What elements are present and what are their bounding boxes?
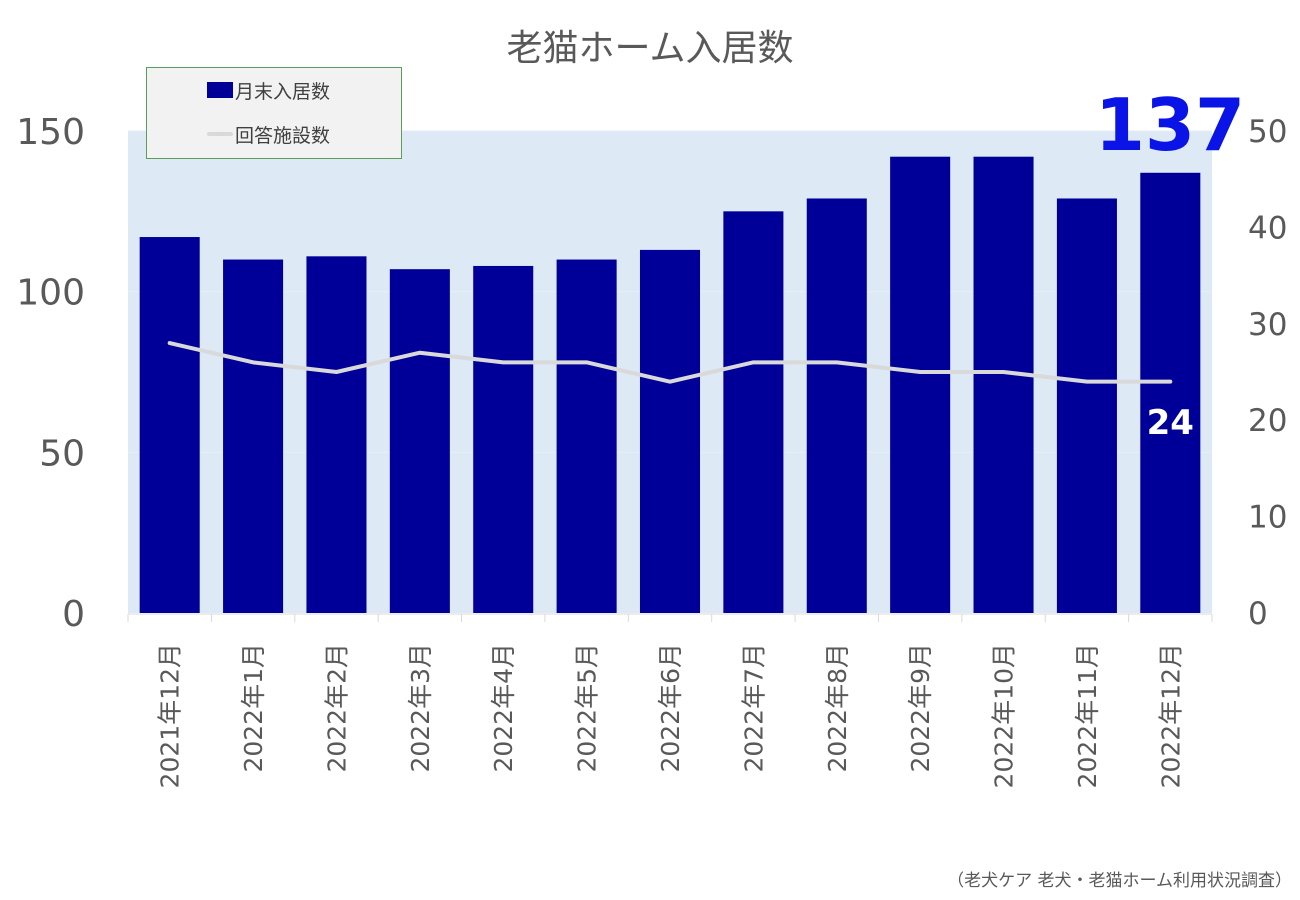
right-tick-label: 0 bbox=[1248, 596, 1268, 632]
bar bbox=[473, 265, 534, 613]
x-tick-label: 2022年12月 bbox=[1156, 643, 1185, 788]
x-tick-label: 2022年8月 bbox=[823, 643, 852, 773]
bar bbox=[389, 269, 450, 613]
left-tick-label: 100 bbox=[16, 273, 85, 314]
bar bbox=[723, 211, 784, 614]
bar bbox=[1056, 198, 1117, 614]
bar-series bbox=[139, 156, 1201, 614]
bar bbox=[639, 249, 701, 614]
right-tick-label: 40 bbox=[1248, 210, 1287, 246]
legend-line-swatch bbox=[207, 132, 233, 136]
source-note: （老犬ケア 老犬・老猫ホーム利用状況調査） bbox=[947, 871, 1292, 891]
legend-bar-swatch bbox=[207, 82, 233, 98]
left-tick-label: 150 bbox=[16, 112, 85, 153]
bar bbox=[973, 156, 1034, 613]
x-tick-label: 2022年11月 bbox=[1073, 643, 1102, 788]
bar bbox=[1140, 172, 1201, 614]
x-tick-label: 2022年1月 bbox=[239, 643, 268, 773]
bar bbox=[306, 256, 367, 613]
x-tick-label: 2022年10月 bbox=[990, 643, 1019, 788]
x-tick-label: 2022年6月 bbox=[656, 643, 685, 773]
x-tick-label: 2021年12月 bbox=[156, 643, 185, 788]
bar bbox=[139, 237, 200, 614]
x-tick-label: 2022年9月 bbox=[906, 643, 935, 773]
legend-item-line: 回答施設数 bbox=[207, 122, 331, 147]
x-tick-label: 2022年4月 bbox=[489, 643, 518, 773]
legend-item-bar: 月末入居数 bbox=[207, 78, 331, 103]
left-axis: 0 50 100 150 bbox=[16, 112, 85, 635]
bar bbox=[806, 198, 867, 614]
bar bbox=[890, 156, 951, 613]
legend: 月末入居数 回答施設数 bbox=[146, 67, 402, 159]
legend-bar-label: 月末入居数 bbox=[235, 80, 331, 103]
line-series bbox=[167, 341, 1173, 384]
chart-title: 老猫ホーム入居数 bbox=[507, 28, 794, 69]
bar bbox=[556, 259, 617, 613]
left-tick-label: 0 bbox=[62, 594, 85, 635]
legend-line-label: 回答施設数 bbox=[235, 124, 331, 147]
line-data-label: 24 bbox=[1147, 403, 1194, 443]
right-tick-label: 30 bbox=[1248, 307, 1287, 343]
x-axis: 2021年12月 2022年1月 2022年2月 2022年3月 2022年4月 2022… bbox=[127, 613, 1213, 788]
right-tick-label: 50 bbox=[1248, 114, 1287, 150]
bar-data-label: 137 bbox=[1095, 83, 1245, 167]
annotations: 137 24 bbox=[1095, 83, 1245, 443]
x-tick-label: 2022年7月 bbox=[739, 643, 768, 773]
right-tick-label: 20 bbox=[1248, 403, 1287, 439]
right-tick-label: 10 bbox=[1248, 500, 1287, 536]
x-tick-label: 2022年5月 bbox=[573, 643, 602, 773]
bar bbox=[223, 259, 284, 613]
right-axis: 0 10 20 30 40 50 bbox=[1248, 114, 1287, 632]
x-tick-label: 2022年3月 bbox=[406, 643, 435, 773]
x-tick-label: 2022年2月 bbox=[322, 643, 351, 773]
left-tick-label: 50 bbox=[39, 433, 85, 474]
